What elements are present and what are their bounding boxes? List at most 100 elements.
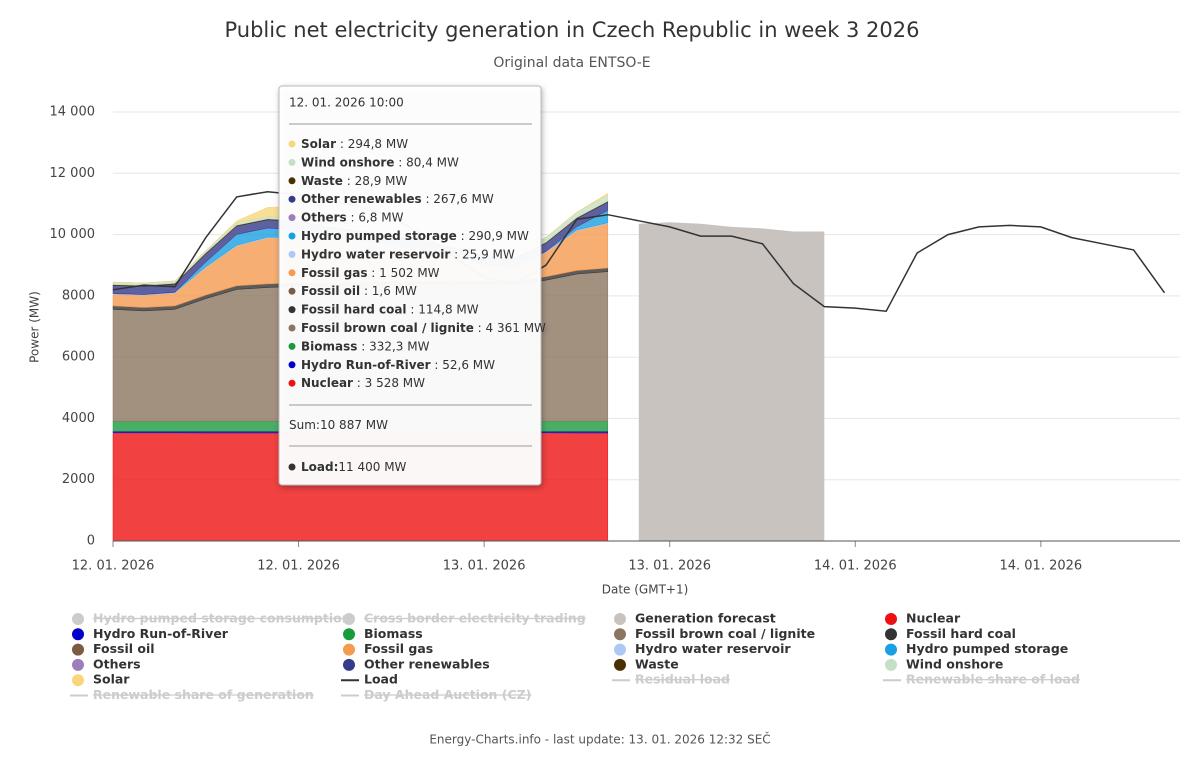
y-tick-label: 6000 <box>62 350 95 365</box>
tooltip-dot <box>288 361 296 369</box>
tooltip-value: 114,8 MW <box>418 302 479 316</box>
tooltip-value: 4 361 MW <box>486 321 547 335</box>
tooltip-separator: : <box>394 155 406 169</box>
legend-item[interactable]: Day Ahead Auction (CZ) <box>341 687 531 702</box>
legend-symbol <box>614 643 626 656</box>
legend-item[interactable]: Cross border electricity trading <box>343 611 586 626</box>
tooltip-name: Sum: <box>289 418 320 432</box>
axes: 0 2000 4000 6000 8000 10 000 12 000 14 000 12. 0… <box>50 105 1180 574</box>
tooltip-dot <box>288 306 296 314</box>
footer: Energy-Charts.info - last update: 13. 01… <box>429 732 770 747</box>
legend-item[interactable]: Hydro Run-of-River <box>72 626 229 641</box>
tooltip-separator: : <box>431 357 443 371</box>
tooltip-dot <box>288 324 296 332</box>
legend-item[interactable]: Renewable share of generation <box>70 687 314 702</box>
legend-symbol <box>614 613 626 625</box>
legend-item[interactable]: Fossil hard coal <box>885 626 1016 641</box>
legend-item[interactable]: Solar <box>72 672 130 687</box>
tooltip-row: Load:11 400 MW <box>301 460 407 474</box>
legend-symbol <box>72 613 84 625</box>
legend-item[interactable]: Load <box>341 672 398 687</box>
x-tick-label: 13. 01. 2026 <box>628 559 711 574</box>
tooltip-dot <box>288 140 296 148</box>
tooltip-value: 6,8 MW <box>358 210 403 224</box>
legend-item[interactable]: Fossil gas <box>343 641 433 656</box>
legend-symbol <box>343 613 355 625</box>
tooltip-name: Load: <box>301 460 338 474</box>
tooltip-name: Fossil brown coal / lignite <box>301 321 474 335</box>
tooltip-row: Fossil brown coal / lignite : 4 361 MW <box>301 321 546 335</box>
tooltip-dot <box>288 342 296 350</box>
legend-label: Others <box>93 656 141 671</box>
legend-symbol <box>72 658 84 671</box>
legend-item[interactable]: Fossil oil <box>72 641 155 656</box>
legend-label: Cross border electricity trading <box>364 611 586 626</box>
tooltip-value: 290,9 MW <box>468 229 529 243</box>
tooltip-value: 3 528 MW <box>365 376 426 390</box>
tooltip-separator: : <box>407 302 419 316</box>
legend-label: Fossil gas <box>364 641 433 656</box>
tooltip-dot <box>288 287 296 295</box>
legend-symbol <box>885 628 897 641</box>
legend-item[interactable]: Hydro water reservoir <box>614 641 791 656</box>
legend-label: Solar <box>93 672 130 687</box>
tooltip-name: Nuclear <box>301 376 353 390</box>
legend-label: Biomass <box>364 626 423 641</box>
tooltip-value: 80,4 MW <box>406 155 459 169</box>
tooltip-separator: : <box>343 173 355 187</box>
legend-item[interactable]: Fossil brown coal / lignite <box>614 626 815 641</box>
legend-item[interactable]: Biomass <box>343 626 423 641</box>
tooltip-value: 11 400 MW <box>338 460 406 474</box>
tooltip-name: Fossil hard coal <box>301 302 407 316</box>
legend-item[interactable]: Generation forecast <box>614 611 776 626</box>
legend-label: Day Ahead Auction (CZ) <box>364 687 531 702</box>
y-tick-label: 10 000 <box>50 227 96 242</box>
tooltip-box <box>278 85 542 486</box>
tooltip-value: 267,6 MW <box>433 192 494 206</box>
legend-item[interactable]: Nuclear <box>885 611 961 626</box>
legend-label: Fossil hard coal <box>906 626 1016 641</box>
tooltip-row: Nuclear : 3 528 MW <box>301 376 425 390</box>
tooltip-dot <box>288 177 296 185</box>
tooltip-name: Waste <box>301 173 343 187</box>
y-tick-label: 12 000 <box>50 166 96 181</box>
tooltip-name: Fossil oil <box>301 284 360 298</box>
legend-label: Renewable share of generation <box>93 687 314 702</box>
tooltip-row: Fossil hard coal : 114,8 MW <box>301 302 479 316</box>
tooltip-value: 52,6 MW <box>442 357 495 371</box>
tooltip-row: Hydro pumped storage : 290,9 MW <box>301 229 529 243</box>
tooltip-separator: : <box>450 247 462 261</box>
legend-symbol <box>614 658 626 671</box>
tooltip-name: Other renewables <box>301 192 422 206</box>
legend-item[interactable]: Hydro pumped storage consumption <box>72 611 351 626</box>
tooltip-name: Hydro pumped storage <box>301 229 457 243</box>
legend-item[interactable]: Wind onshore <box>885 656 1003 671</box>
tooltip-name: Others <box>301 210 347 224</box>
legend-symbol <box>343 658 355 671</box>
tooltip-name: Fossil gas <box>301 265 367 279</box>
legend-label: Hydro pumped storage <box>906 641 1068 656</box>
y-tick-label: 4000 <box>62 411 95 426</box>
legend-item[interactable]: Waste <box>614 656 679 671</box>
legend-label: Nuclear <box>906 611 961 626</box>
legend-item[interactable]: Hydro pumped storage <box>885 641 1068 656</box>
y-axis-title: Power (MW) <box>28 291 42 363</box>
tooltip-name: Hydro water reservoir <box>301 247 450 261</box>
tooltip-name: Hydro Run-of-River <box>301 357 431 371</box>
x-tick-label: 14. 01. 2026 <box>814 559 897 574</box>
legend-item[interactable]: Other renewables <box>343 656 490 671</box>
legend-item[interactable]: Residual load <box>612 672 730 687</box>
y-tick-label: 0 <box>87 534 95 549</box>
tooltip-separator: : <box>347 210 359 224</box>
tooltip-separator: : <box>336 137 348 151</box>
tooltip-row: Hydro Run-of-River : 52,6 MW <box>301 357 495 371</box>
tooltip-separator: : <box>357 339 369 353</box>
legend-symbol <box>343 643 355 656</box>
tooltip-separator: : <box>353 376 365 390</box>
tooltip-value: 294,8 MW <box>348 137 409 151</box>
legend-symbol <box>72 628 84 641</box>
legend-item[interactable]: Renewable share of load <box>883 672 1080 687</box>
legend-item[interactable]: Others <box>72 656 141 671</box>
legend-symbol <box>614 628 626 641</box>
